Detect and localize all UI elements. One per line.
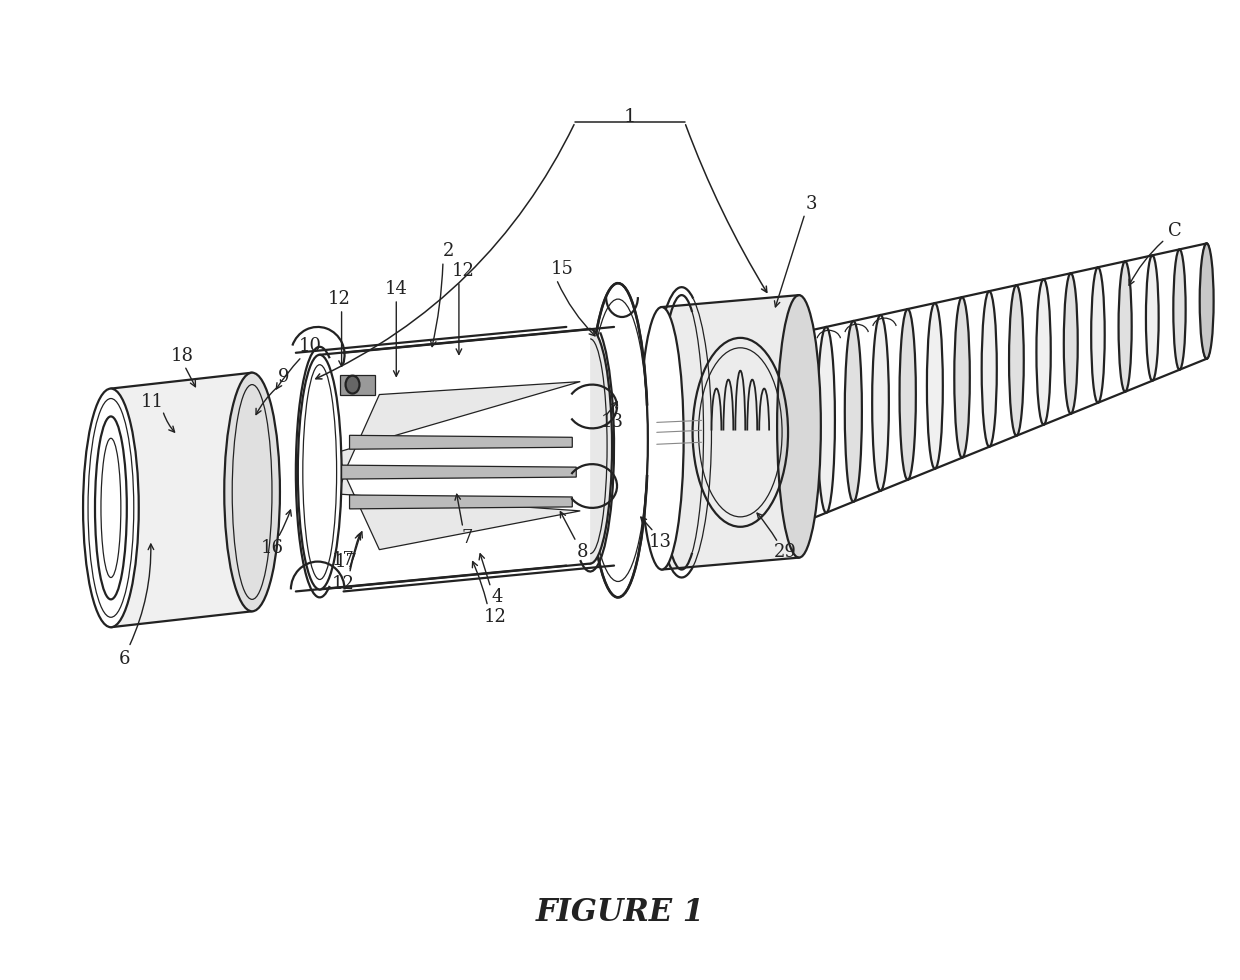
Text: C: C (1168, 222, 1182, 240)
Text: 18: 18 (171, 347, 193, 365)
Ellipse shape (1146, 256, 1158, 381)
Ellipse shape (568, 329, 613, 564)
Text: 12: 12 (332, 575, 355, 594)
Text: 6: 6 (119, 650, 130, 668)
Ellipse shape (777, 295, 821, 558)
Ellipse shape (1199, 243, 1214, 359)
Text: FIGURE 1: FIGURE 1 (536, 897, 704, 928)
Polygon shape (320, 329, 590, 589)
Ellipse shape (1064, 273, 1078, 414)
Polygon shape (350, 435, 573, 449)
Ellipse shape (83, 389, 139, 627)
Text: 11: 11 (141, 394, 164, 412)
Text: 29: 29 (774, 543, 796, 561)
Ellipse shape (224, 372, 280, 612)
Ellipse shape (844, 321, 862, 502)
Text: 10: 10 (299, 337, 321, 355)
Polygon shape (662, 295, 799, 569)
Ellipse shape (346, 375, 360, 394)
Ellipse shape (899, 309, 916, 480)
Ellipse shape (588, 283, 647, 598)
Text: 15: 15 (551, 261, 574, 278)
Text: 14: 14 (384, 280, 408, 298)
Ellipse shape (1200, 243, 1213, 359)
Ellipse shape (955, 297, 970, 458)
Text: 7: 7 (461, 529, 472, 547)
Polygon shape (350, 495, 573, 509)
Polygon shape (341, 466, 577, 479)
Ellipse shape (1091, 268, 1105, 403)
Text: 13: 13 (649, 533, 671, 551)
Text: 3: 3 (805, 195, 817, 213)
Text: 1: 1 (624, 108, 636, 126)
Ellipse shape (790, 333, 808, 523)
Ellipse shape (1118, 262, 1132, 392)
Text: 2: 2 (443, 242, 455, 261)
Text: 17: 17 (332, 551, 355, 568)
Ellipse shape (817, 327, 835, 513)
Polygon shape (340, 374, 376, 395)
Text: 13: 13 (600, 414, 624, 431)
Ellipse shape (928, 303, 942, 468)
Ellipse shape (1173, 249, 1185, 369)
Ellipse shape (982, 291, 997, 447)
Ellipse shape (298, 355, 341, 589)
Text: 8: 8 (577, 543, 588, 561)
Text: 12: 12 (329, 290, 351, 308)
Text: 12: 12 (484, 609, 506, 626)
Polygon shape (110, 372, 252, 627)
Text: 9: 9 (278, 368, 290, 386)
Ellipse shape (872, 315, 889, 491)
Text: 16: 16 (260, 539, 284, 557)
Polygon shape (337, 474, 580, 550)
Ellipse shape (1009, 285, 1024, 436)
Polygon shape (337, 381, 580, 472)
Text: 17: 17 (335, 553, 358, 570)
Ellipse shape (1037, 279, 1050, 424)
Ellipse shape (640, 307, 683, 569)
Text: 4: 4 (491, 588, 502, 607)
Text: 12: 12 (451, 263, 475, 280)
